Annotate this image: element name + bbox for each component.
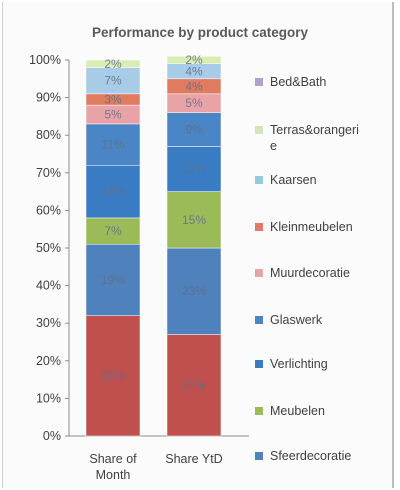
data-label: 5% <box>185 96 203 110</box>
legend-label: Muurdecoratie <box>270 266 350 280</box>
x-tick-label: Share YtD <box>165 452 222 466</box>
legend-item: Kleinmeubelen <box>255 220 353 234</box>
legend-item: Glaswerk <box>255 313 323 327</box>
bar-segment <box>166 55 222 65</box>
y-tick-label: 90% <box>36 91 61 105</box>
legend-label: Glaswerk <box>270 313 323 327</box>
bar-segment <box>85 165 141 219</box>
data-label: 2% <box>104 57 122 71</box>
x-tick-label: Share of <box>89 452 137 466</box>
data-label: 3% <box>104 92 122 106</box>
legend-label: Meubelen <box>270 404 325 418</box>
bar-segment <box>85 67 141 95</box>
legend-item: Meubelen <box>255 404 325 418</box>
y-tick-label: 40% <box>36 279 61 293</box>
legend-label: Kaarsen <box>270 173 317 187</box>
y-tick-label: 80% <box>36 128 61 142</box>
legend-label: Bed&Bath <box>270 75 326 89</box>
x-tick-label: Month <box>96 468 131 482</box>
chart-title: Performance by product category <box>92 25 309 40</box>
legend-swatch <box>255 176 263 184</box>
data-label: 7% <box>104 74 122 88</box>
stacked-bar-chart: Performance by product category 0% 10% 20%… <box>29 25 359 482</box>
data-label: 5% <box>104 108 122 122</box>
legend-item: Kaarsen <box>255 173 317 187</box>
legend-label: Verlichting <box>270 357 328 371</box>
y-tick-label: 100% <box>29 53 61 67</box>
legend-item: Bed&Bath <box>255 75 326 89</box>
legend-item: Terras&orangeri e <box>255 123 359 153</box>
data-label: 9% <box>185 123 203 137</box>
legend-swatch <box>255 126 263 134</box>
bar-segment <box>166 112 222 147</box>
data-label: 4% <box>185 64 203 78</box>
legend-item: Verlichting <box>255 357 328 371</box>
bar-segment <box>166 247 222 335</box>
legend-label: Terras&orangeri <box>270 123 359 137</box>
legend: Bed&Bath Terras&orangeri e Kaarsen Kleinmeub… <box>255 75 359 463</box>
bar-segment <box>166 146 222 192</box>
legend-swatch <box>255 269 263 277</box>
data-label: 11% <box>101 138 124 152</box>
legend-swatch <box>255 407 263 415</box>
data-label: 19% <box>101 273 125 287</box>
chart-frame: Performance by product category 0% 10% 20%… <box>2 2 394 488</box>
data-label: 15% <box>182 213 206 227</box>
data-label: 7% <box>104 224 122 238</box>
data-label: 14% <box>101 185 125 199</box>
y-tick-label: 0% <box>43 429 61 443</box>
y-tick-label: 30% <box>36 316 61 330</box>
data-label: 12% <box>182 162 206 176</box>
bar-segment <box>166 334 222 437</box>
legend-swatch <box>255 316 263 324</box>
legend-swatch <box>255 452 263 460</box>
y-tick-label: 20% <box>36 354 61 368</box>
y-tick-label: 50% <box>36 241 61 255</box>
legend-label: Kleinmeubelen <box>270 220 353 234</box>
data-label: 23% <box>182 284 206 298</box>
y-tick-label: 70% <box>36 166 61 180</box>
bars-group: 32% 19% 7% 14% 11% 5% 3% 7% 2% 27% 23% 15% 12% 9% 5% 4%… <box>85 53 222 437</box>
legend-swatch <box>255 360 263 368</box>
legend-item: Sfeerdecoratie <box>255 449 351 463</box>
data-label: 2% <box>185 53 203 67</box>
legend-label: Sfeerdecoratie <box>270 449 351 463</box>
y-tick-label: 60% <box>36 203 61 217</box>
legend-item: Muurdecoratie <box>255 266 350 280</box>
data-label: 27% <box>182 378 206 392</box>
legend-swatch <box>255 223 263 231</box>
bar-segment <box>85 315 141 437</box>
data-label: 32% <box>101 369 125 383</box>
y-tick-label: 10% <box>36 391 61 405</box>
bar-segment <box>166 191 222 249</box>
x-axis-labels: Share of Month Share YtD <box>89 452 222 482</box>
bar-segment <box>85 59 141 68</box>
bar-segment <box>85 243 141 316</box>
data-label: 4% <box>185 79 203 93</box>
bar-segment <box>85 217 141 245</box>
bar-segment <box>85 123 141 166</box>
legend-label: e <box>270 139 277 153</box>
legend-swatch <box>255 78 263 86</box>
